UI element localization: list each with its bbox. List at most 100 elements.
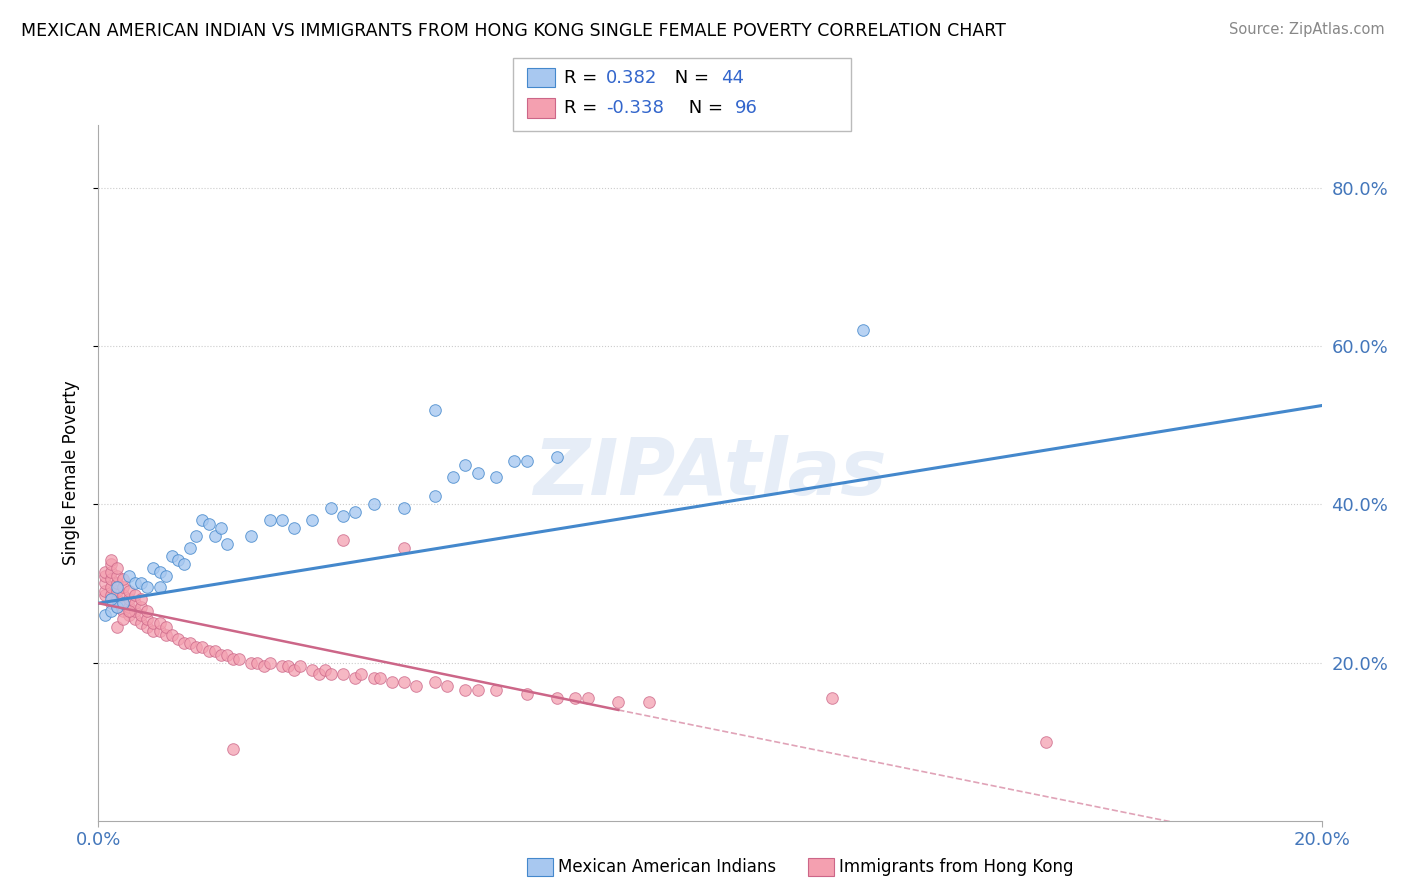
- Point: [350, 667, 373, 681]
- Point: [118, 568, 141, 582]
- Point: [283, 664, 305, 678]
- Point: [118, 600, 141, 615]
- Point: [111, 596, 134, 610]
- Text: 0.382: 0.382: [606, 69, 658, 87]
- Point: [319, 667, 342, 681]
- Point: [167, 552, 190, 567]
- Point: [277, 659, 299, 673]
- Point: [100, 592, 122, 607]
- Point: [105, 592, 128, 607]
- Text: N =: N =: [683, 99, 730, 117]
- Point: [259, 513, 281, 527]
- Point: [215, 648, 238, 662]
- Point: [129, 576, 152, 591]
- Point: [821, 691, 844, 706]
- Point: [105, 576, 128, 591]
- Point: [381, 675, 404, 690]
- Point: [204, 529, 226, 543]
- Point: [149, 581, 172, 595]
- Point: [332, 667, 354, 681]
- Point: [100, 573, 122, 587]
- Point: [173, 636, 195, 650]
- Point: [564, 691, 586, 706]
- Point: [124, 596, 146, 610]
- Point: [546, 450, 568, 464]
- Point: [118, 604, 141, 618]
- Point: [93, 584, 115, 599]
- Point: [240, 529, 263, 543]
- Point: [516, 687, 538, 701]
- Point: [118, 608, 141, 623]
- Point: [454, 458, 477, 472]
- Point: [252, 659, 274, 673]
- Point: [100, 552, 122, 567]
- Point: [191, 640, 214, 654]
- Text: Immigrants from Hong Kong: Immigrants from Hong Kong: [839, 858, 1074, 876]
- Point: [142, 615, 165, 630]
- Text: 44: 44: [721, 69, 744, 87]
- Point: [173, 557, 195, 571]
- Point: [111, 604, 134, 618]
- Point: [259, 656, 281, 670]
- Text: ZIPAtlas: ZIPAtlas: [533, 434, 887, 511]
- Point: [129, 608, 152, 623]
- Point: [167, 632, 190, 646]
- Point: [467, 683, 489, 698]
- Point: [441, 469, 464, 483]
- Text: 96: 96: [735, 99, 758, 117]
- Point: [124, 612, 146, 626]
- Point: [363, 497, 385, 511]
- Point: [637, 695, 661, 709]
- Point: [197, 643, 219, 657]
- Point: [423, 675, 446, 690]
- Point: [852, 323, 875, 337]
- Point: [301, 664, 323, 678]
- Point: [576, 691, 599, 706]
- Point: [209, 521, 232, 535]
- Point: [129, 600, 152, 615]
- Point: [136, 604, 159, 618]
- Point: [124, 576, 146, 591]
- Point: [209, 648, 232, 662]
- Point: [118, 584, 141, 599]
- Point: [368, 671, 391, 685]
- Point: [344, 505, 367, 519]
- Point: [100, 596, 122, 610]
- Point: [319, 501, 342, 516]
- Point: [240, 656, 263, 670]
- Point: [100, 581, 122, 595]
- Text: Source: ZipAtlas.com: Source: ZipAtlas.com: [1229, 22, 1385, 37]
- Point: [405, 679, 427, 693]
- Point: [392, 675, 416, 690]
- Point: [270, 659, 292, 673]
- Point: [93, 588, 115, 602]
- Point: [111, 612, 134, 626]
- Text: R =: R =: [564, 69, 603, 87]
- Point: [186, 529, 208, 543]
- Point: [111, 581, 134, 595]
- Point: [105, 581, 128, 595]
- Point: [222, 742, 245, 756]
- Point: [155, 568, 177, 582]
- Point: [179, 541, 201, 555]
- Point: [301, 513, 323, 527]
- Point: [105, 560, 128, 574]
- Point: [160, 549, 183, 563]
- Point: [332, 533, 354, 547]
- Point: [607, 695, 630, 709]
- Point: [93, 565, 115, 579]
- Point: [485, 683, 508, 698]
- Point: [423, 402, 446, 417]
- Point: [118, 592, 141, 607]
- Point: [179, 636, 201, 650]
- Text: N =: N =: [669, 69, 716, 87]
- Point: [270, 513, 292, 527]
- Point: [105, 600, 128, 615]
- Point: [111, 573, 134, 587]
- Point: [136, 612, 159, 626]
- Point: [1035, 734, 1057, 748]
- Point: [93, 576, 115, 591]
- Point: [222, 651, 245, 665]
- Point: [149, 624, 172, 638]
- Point: [191, 513, 214, 527]
